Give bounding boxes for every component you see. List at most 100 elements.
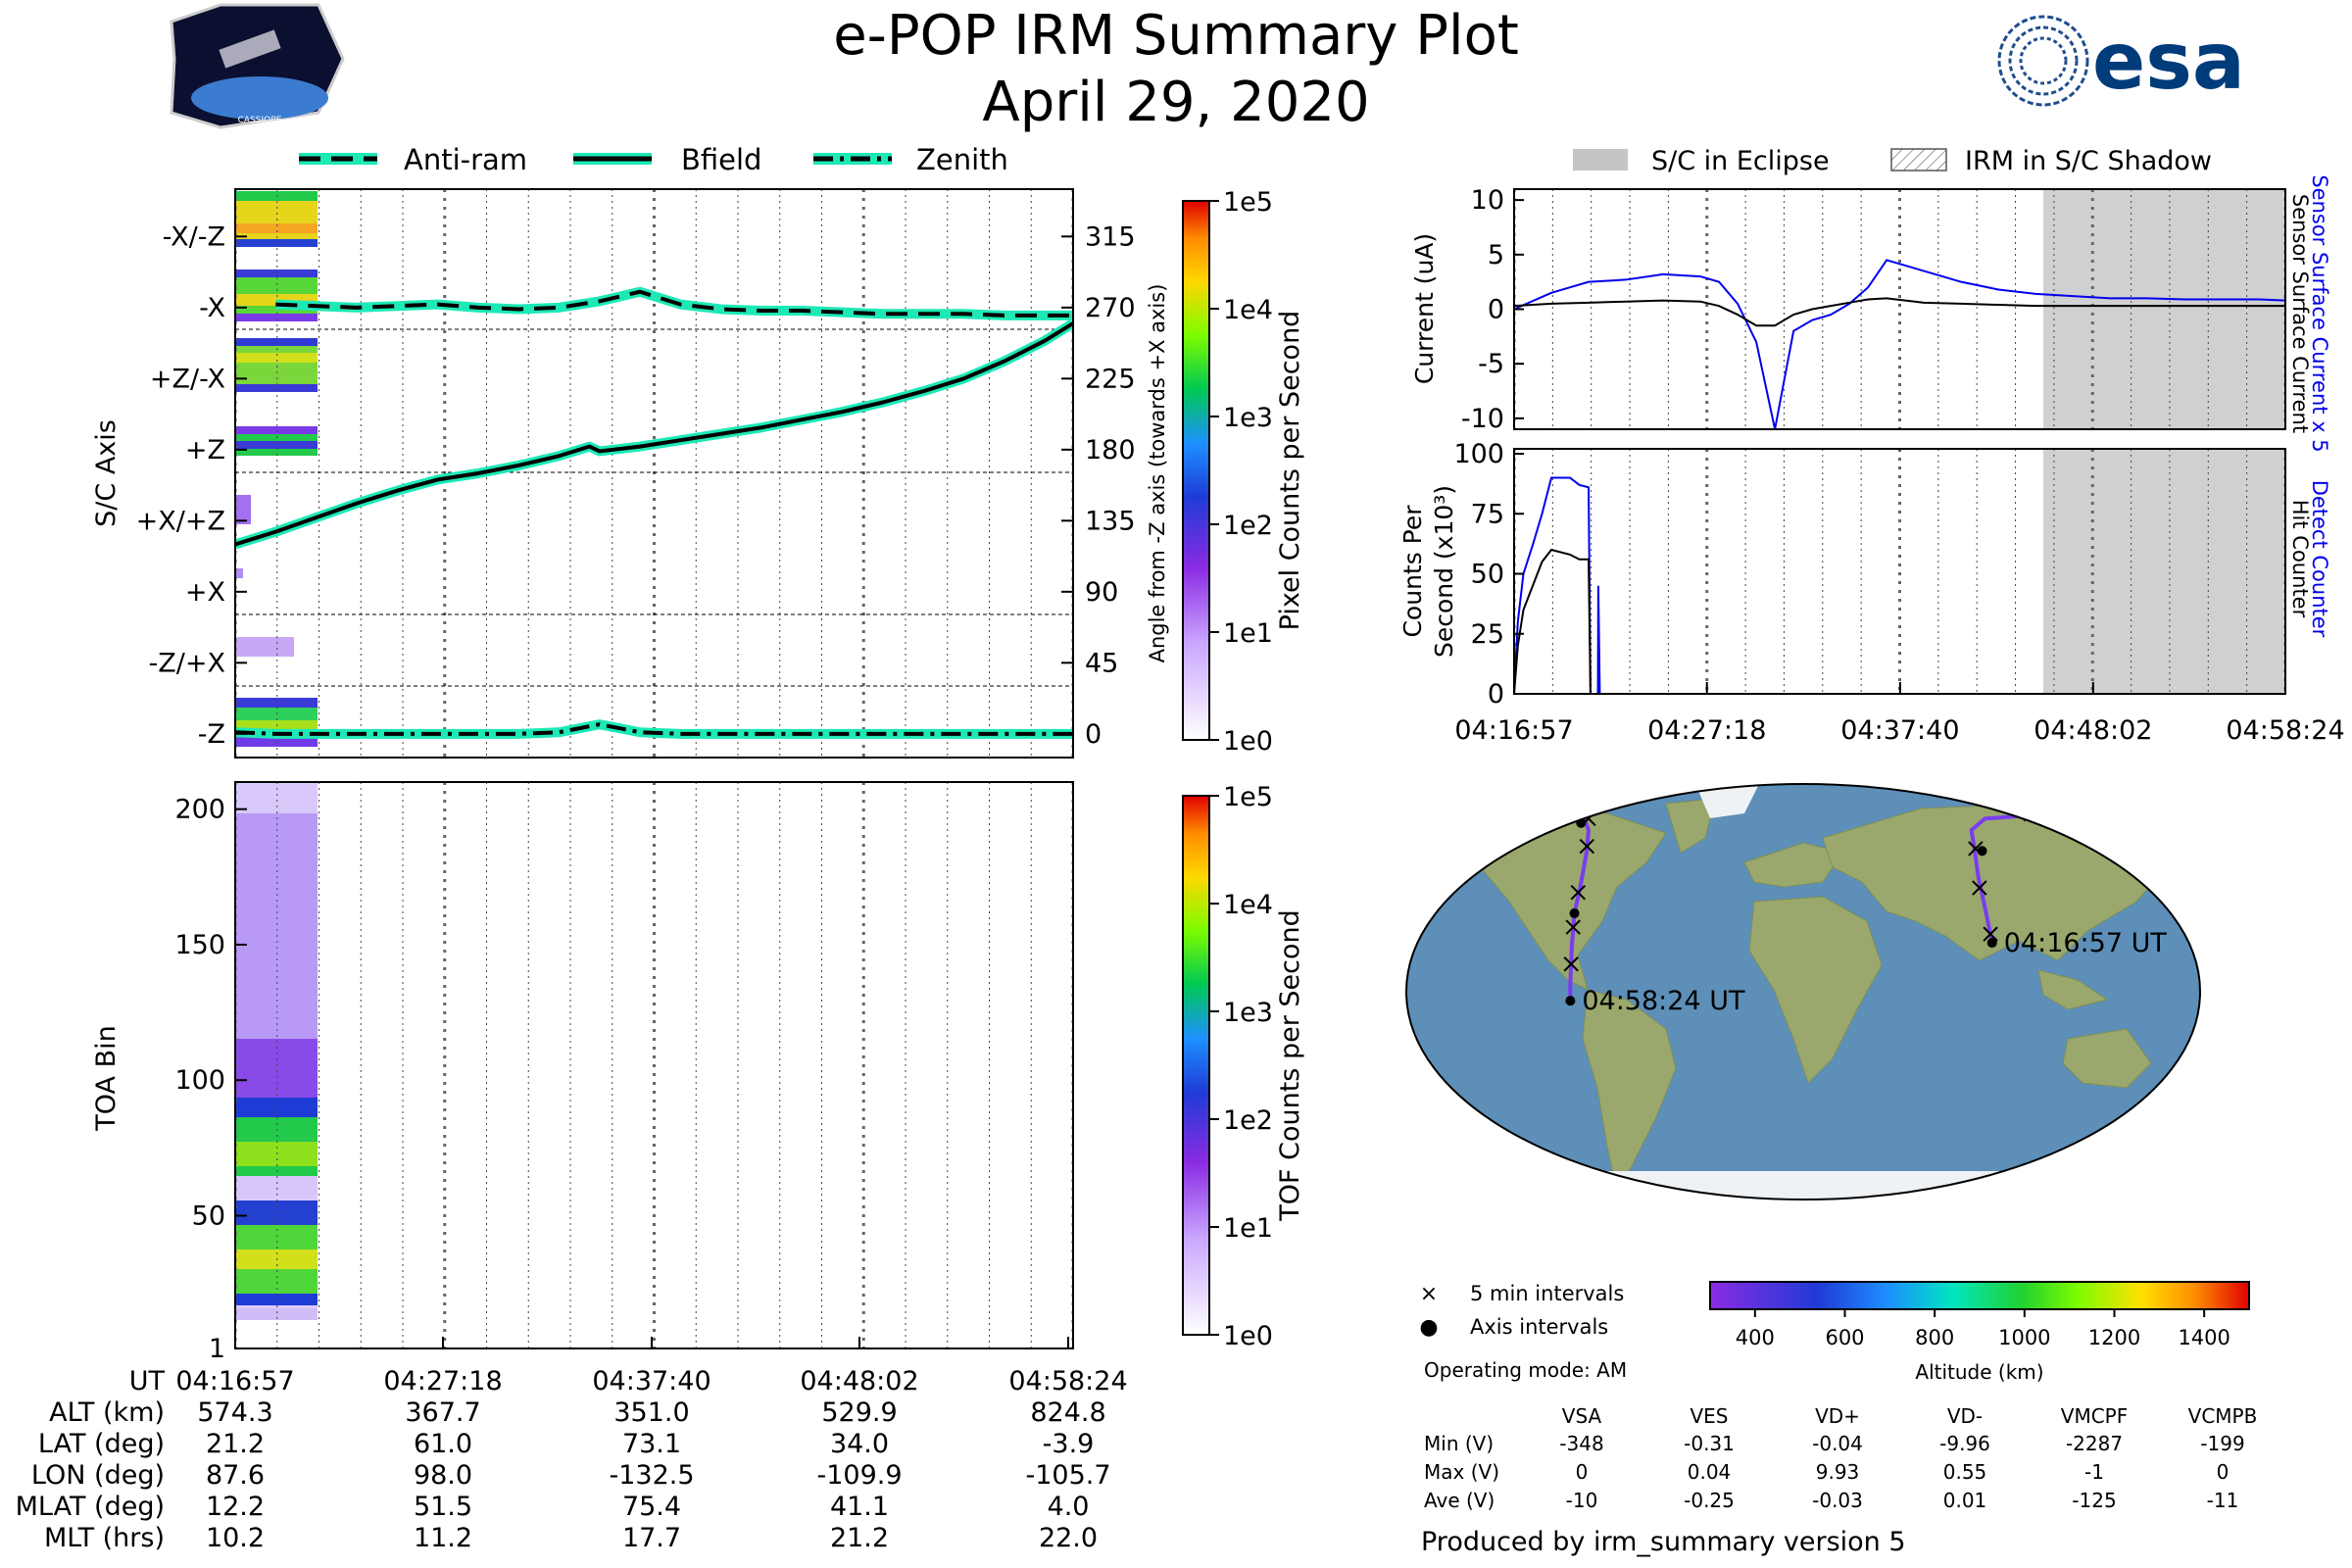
angle-tick-label: 315 <box>1085 221 1136 252</box>
counts-right-label-blue: Detect Counter <box>2308 480 2331 638</box>
counts-ylabel: Counts Per Second (x10³) <box>1398 485 1458 658</box>
current-tick-label: -10 <box>1461 404 1504 434</box>
legend-antiram-label: Anti-ram <box>404 143 527 176</box>
stats-header: VCMPB <box>2188 1404 2258 1428</box>
stats-header: VSA <box>1562 1404 1602 1428</box>
stats-cell: -11 <box>2207 1489 2239 1512</box>
ephemeris-cell: 41.1 <box>830 1492 889 1522</box>
tof-counts-colorbar: 1e0 1e1 1e2 1e3 1e4 1e5 TOF Counts per Second <box>1182 782 1305 1351</box>
colorbar-tick-label: 1e1 <box>1223 618 1273 649</box>
category-tick-label: +X/+Z <box>136 506 225 536</box>
ephemeris-cell: -3.9 <box>1043 1429 1095 1459</box>
ephemeris-table: UT 04:16:57 04:27:18 04:37:40 04:48:02 04:58:… <box>16 1337 1128 1553</box>
tof-colorbar-label: TOF Counts per Second <box>1275 909 1305 1222</box>
ephemeris-cell: 824.8 <box>1030 1397 1105 1428</box>
series-anti-ram-halo <box>275 286 1073 320</box>
ephemeris-cell: 21.2 <box>830 1523 889 1553</box>
axis-interval-marker <box>1977 846 1987 857</box>
stats-cell: -199 <box>2200 1432 2244 1455</box>
eclipse-region <box>2043 449 2285 694</box>
current-time-grid <box>1514 189 2285 429</box>
legend-top: Anti-ram Bfield Zenith <box>299 143 1008 176</box>
panel-counts: 100 75 50 25 0 04:16:57 04:27:18 04:37:40 04:48… <box>1398 439 2345 746</box>
counts-right-label-black: Hit Counter <box>2288 500 2312 618</box>
stats-cell: -348 <box>1559 1432 1603 1455</box>
esa-logo: esa <box>1997 15 2245 107</box>
stats-row-label: Min (V) <box>1424 1432 1494 1455</box>
ephemeris-cell: 04:58:24 <box>1008 1366 1127 1396</box>
ephemeris-cell: 73.1 <box>622 1429 681 1459</box>
counts-series <box>1514 548 2285 694</box>
colorbar-tick-label: 1e4 <box>1223 890 1273 920</box>
five-min-marker <box>1579 838 1595 855</box>
stats-cell: -0.31 <box>1684 1432 1735 1455</box>
ephemeris-cell: -109.9 <box>816 1460 902 1491</box>
shadow-swatch <box>1890 148 1947 172</box>
altitude-tick-label: 1400 <box>2178 1326 2230 1349</box>
colorbar-tick-label: 1e2 <box>1223 1105 1273 1136</box>
ephemeris-cell: 12.2 <box>206 1492 265 1522</box>
panel-current: 10 5 0 -5 -10 Current (uA) Sensor Surface Cu… <box>1410 174 2331 452</box>
eclipse-region <box>2043 189 2285 429</box>
ephemeris-cell: 04:37:40 <box>592 1366 710 1396</box>
stats-cell: 0.01 <box>1943 1489 1987 1512</box>
axis-interval-marker <box>1565 996 1576 1006</box>
ephemeris-row-label: MLT (hrs) <box>44 1523 165 1553</box>
ephemeris-cell: 34.0 <box>830 1429 889 1459</box>
stats-cell: 9.93 <box>1816 1460 1860 1484</box>
five-min-marker <box>1983 926 1998 942</box>
ephemeris-cell: 04:16:57 <box>175 1366 294 1396</box>
current-ylabel: Current (uA) <box>1410 233 1439 384</box>
toa-tick-label: 200 <box>174 795 225 825</box>
altitude-colorbar-ticks: 400 600 800 1000 1200 1400 <box>1736 1309 2230 1349</box>
page-title: e-POP IRM Summary Plot <box>833 4 1519 68</box>
stats-header: VD- <box>1947 1404 1983 1428</box>
altitude-tick-label: 600 <box>1825 1326 1864 1349</box>
ephemeris-row-label: ALT (km) <box>49 1397 165 1428</box>
toa-time-grid <box>235 782 1073 1348</box>
pixel-colorbar-ticks: 1e0 1e1 1e2 1e3 1e4 1e5 <box>1209 187 1273 757</box>
eclipse-swatch <box>1573 149 1628 171</box>
angle-tick-label: 225 <box>1085 364 1136 394</box>
colorbar-tick-label: 1e5 <box>1223 782 1273 812</box>
toa-tick-label: 100 <box>174 1065 225 1096</box>
stats-cell: -10 <box>1566 1489 1598 1512</box>
counts-ylabel-line1: Counts Per <box>1398 505 1427 638</box>
ephemeris-cell: 367.7 <box>405 1397 480 1428</box>
ephemeris-cell: 22.0 <box>1039 1523 1098 1553</box>
sc-axis-angle-label: Angle from -Z axis (towards +X axis) <box>1146 284 1169 663</box>
current-series <box>1514 259 2285 429</box>
ephemeris-cell: 4.0 <box>1048 1492 1090 1522</box>
counts-tick-label: 0 <box>1488 679 1504 710</box>
altitude-colorbar-label: Altitude (km) <box>1915 1360 2043 1384</box>
ephemeris-cell: -105.7 <box>1025 1460 1110 1491</box>
five-min-marker <box>1565 919 1581 935</box>
legend-bfield-label: Bfield <box>681 143 761 176</box>
ephemeris-row-label: UT <box>129 1366 166 1396</box>
track-end-label: 04:58:24 UT <box>1582 986 1745 1016</box>
time-tick-label: 04:58:24 <box>2226 715 2344 746</box>
pixel-counts-colorbar: 1e0 1e1 1e2 1e3 1e4 1e5 Pixel Counts per Seco… <box>1182 187 1305 757</box>
category-tick-label: +Z <box>185 435 225 466</box>
ephemeris-cell: 574.3 <box>197 1397 272 1428</box>
shadow-label: IRM in S/C Shadow <box>1965 146 2212 176</box>
time-tick-label: 04:37:40 <box>1840 715 1959 746</box>
series-bfield-halo <box>235 318 1073 550</box>
track-start-label: 04:16:57 UT <box>2004 928 2168 958</box>
eclipse-label: S/C in Eclipse <box>1651 146 1830 176</box>
current-tick-label: -5 <box>1478 349 1504 379</box>
ground-track-map: 04:16:57 UT 04:58:24 UT <box>1405 783 2201 1200</box>
colorbar-tick-label: 1e0 <box>1223 726 1273 757</box>
counts-ylabel-line2: Second (x10³) <box>1430 485 1458 658</box>
counts-series <box>1514 476 2285 694</box>
colorbar-tick-label: 1e4 <box>1223 295 1273 325</box>
ephemeris-cell: 98.0 <box>414 1460 472 1491</box>
time-tick-label: 04:16:57 <box>1454 715 1573 746</box>
sc-axis-angle-ticks: 315 270 225 180 135 90 45 0 <box>1061 221 1136 750</box>
stats-cell: -2287 <box>2066 1432 2123 1455</box>
axis-interval-marker <box>1569 907 1580 918</box>
stats-cell: -9.96 <box>1939 1432 1990 1455</box>
stats-cell: -1 <box>2084 1460 2104 1484</box>
